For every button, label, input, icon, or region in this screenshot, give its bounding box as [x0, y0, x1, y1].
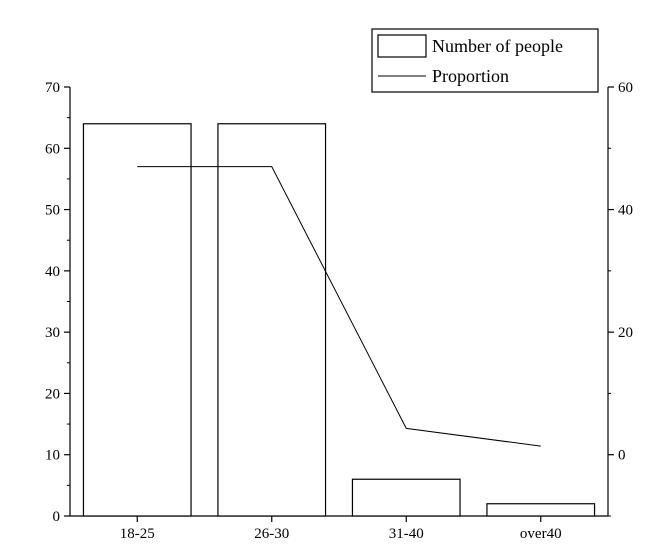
left-tick-label: 10: [45, 448, 60, 464]
left-y-axis: 0 10 20 30 40 50 60 70: [45, 80, 70, 525]
proportion-line: [137, 166, 541, 447]
x-tick-label: 26-30: [254, 526, 289, 542]
left-tick-label: 40: [45, 264, 60, 280]
left-tick-label: 50: [45, 203, 60, 219]
right-tick-label: 60: [618, 80, 633, 96]
bar-series: [82, 123, 596, 517]
right-tick-label: 40: [618, 203, 633, 219]
bar-31-40: [351, 478, 461, 517]
left-tick-label: 0: [53, 509, 61, 525]
left-tick-label: 30: [45, 325, 60, 341]
legend-label-number-of-people: Number of people: [432, 36, 563, 56]
line-series: [137, 166, 541, 447]
right-tick-label: 0: [618, 448, 626, 464]
legend-swatch-bar: [377, 34, 427, 58]
x-tick-label: 31-40: [389, 526, 424, 542]
bar-26-30: [217, 123, 327, 517]
right-tick-label: 20: [618, 325, 633, 341]
left-tick-label: 20: [45, 386, 60, 402]
bar-over40: [486, 503, 596, 517]
legend: Number of people Proportion: [371, 28, 599, 93]
left-tick-label: 60: [45, 141, 60, 157]
x-tick-label: 18-25: [120, 526, 155, 542]
left-tick-label: 70: [45, 80, 60, 96]
right-y-axis: 0 20 40 60: [608, 80, 633, 517]
x-tick-label: over40: [520, 526, 562, 542]
legend-label-proportion: Proportion: [432, 66, 509, 86]
x-axis: 18-25 26-30 31-40 over40: [120, 516, 562, 542]
bar-18-25: [82, 123, 192, 517]
